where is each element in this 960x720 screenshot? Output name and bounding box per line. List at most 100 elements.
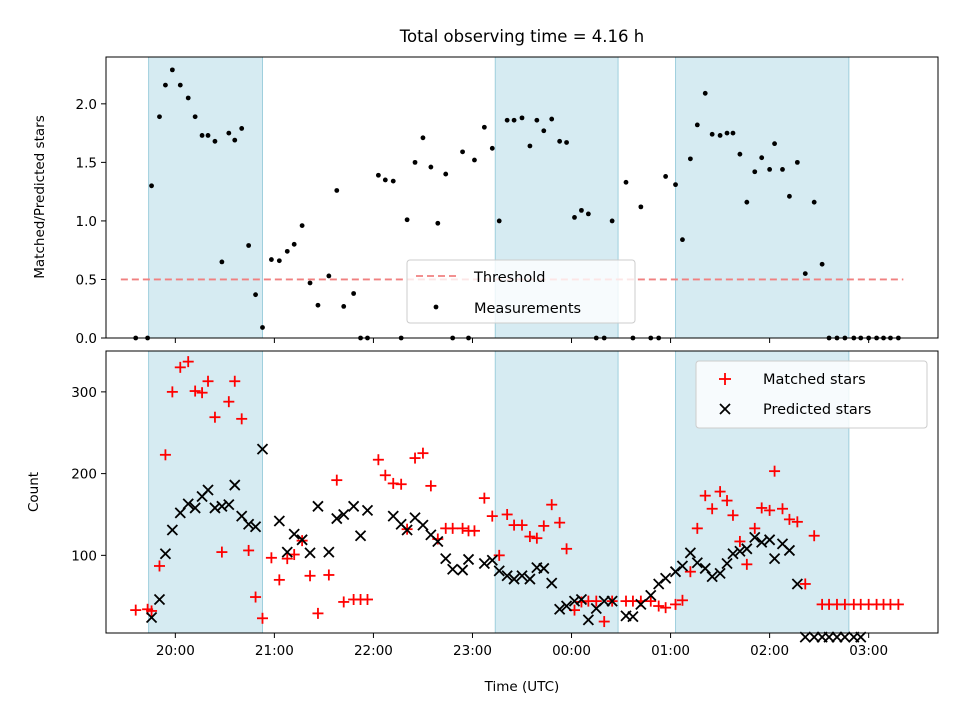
measurement-point [390,178,396,184]
measurement-point [527,143,533,149]
predicted-star-marker [486,554,498,566]
matched-star-marker [741,558,753,570]
top-y-ticks: 0.0 0.5 1.0 1.5 2.0 [76,97,106,347]
measurement-point [680,237,685,243]
matched-star-marker [756,502,768,514]
measurement-point [717,133,723,138]
predicted-star-marker [153,593,166,606]
measurement-point [284,248,290,254]
measurement-point [519,115,525,121]
matched-star-marker [749,522,761,534]
top-y-tick-label: 2.0 [76,97,97,113]
predicted-star-marker [575,593,588,606]
predicted-star-marker [456,564,469,576]
measurement-point [269,257,274,262]
measurement-point [192,114,198,120]
legend-predicted-swatch [719,403,731,415]
predicted-stars-points [145,443,867,643]
bottom-y-axis-label: Count [26,472,42,512]
matched-star-marker [493,549,505,561]
measurement-point [579,207,584,213]
measurement-point [246,243,252,248]
predicted-star-marker [734,545,746,557]
predicted-star-marker [714,567,726,579]
matched-star-marker [174,361,186,373]
bottom-axes-frame [105,350,939,634]
matched-star-marker [524,531,536,543]
predicted-star-marker [296,534,308,546]
matched-star-marker [153,560,165,572]
matched-star-marker [331,474,343,486]
measurement-point [811,199,817,205]
measurement-point [673,182,678,188]
matched-star-marker [159,449,171,461]
matched-star-marker [676,594,688,606]
top-axes-frame [105,56,939,339]
measurement-point [232,137,238,143]
predicted-star-marker [783,544,796,557]
measurement-point [687,156,693,162]
legend-matched-swatch [719,373,731,385]
measurement-point [185,95,191,101]
matched-star-marker [146,605,158,617]
measurement-point [315,302,321,308]
bottom-y-ticks: 100 200 300 [71,385,106,564]
measurement-point [772,141,777,147]
measurement-point [780,167,785,172]
predicted-star-marker [304,547,316,559]
bot-x-tick-label: 22:00 [354,643,393,659]
matched-star-marker [799,578,811,590]
legend-measurements-label: Measurements [474,301,581,317]
predicted-star-marker [417,519,429,531]
matched-star-marker [653,600,665,612]
matched-star-marker [670,598,682,610]
matched-star-marker [447,522,459,534]
measurement-point [253,292,258,298]
measurement-point [276,258,282,264]
measurement-point [767,167,773,172]
predicted-star-marker [331,512,343,525]
measurement-point [428,164,434,170]
predicted-star-marker [249,521,262,533]
matched-star-marker [554,517,566,529]
measurement-point [382,177,388,183]
predicted-star-marker [560,600,573,612]
measurement-point [412,159,418,165]
matched-star-marker [361,593,373,605]
measurement-point [744,199,750,205]
measurement-point [564,140,569,145]
bot-y-tick-label: 200 [71,467,97,483]
predicted-star-marker [855,631,867,643]
matched-star-marker [892,598,904,610]
top-y-tick-label: 1.0 [76,214,97,230]
bottom-x-ticks: 20:00 21:00 22:00 23:00 00:00 01:00 02:00 03:00 [156,633,888,659]
matched-star-marker [417,447,429,459]
predicted-star-marker [312,500,324,512]
measurement-point [694,122,700,128]
measurement-point [802,271,808,277]
matched-star-marker [209,411,221,423]
predicted-star-marker [493,565,505,577]
predicted-star-marker [159,548,172,560]
predicted-star-marker [361,504,374,517]
predicted-star-marker [508,573,520,585]
matched-star-marker [395,478,407,490]
matched-star-marker [273,574,285,586]
predicted-star-marker [347,500,360,512]
bot-shaded-interval [494,350,619,634]
matched-star-marker [516,519,528,531]
matched-star-marker [338,596,350,608]
predicted-star-marker [749,531,761,544]
measurement-point [663,174,669,179]
bottom-legend-box [695,360,928,429]
predicted-star-marker [727,548,739,560]
measurement-point [260,325,265,330]
matched-star-marker [379,469,391,481]
predicted-star-marker [401,524,413,536]
measurement-point [404,217,410,223]
measurement-point [794,159,800,165]
measurement-point [299,223,305,229]
top-y-axis-label: Matched/Predicted stars [32,115,48,278]
predicted-star-marker [839,631,851,643]
top-shaded-interval [675,56,850,339]
